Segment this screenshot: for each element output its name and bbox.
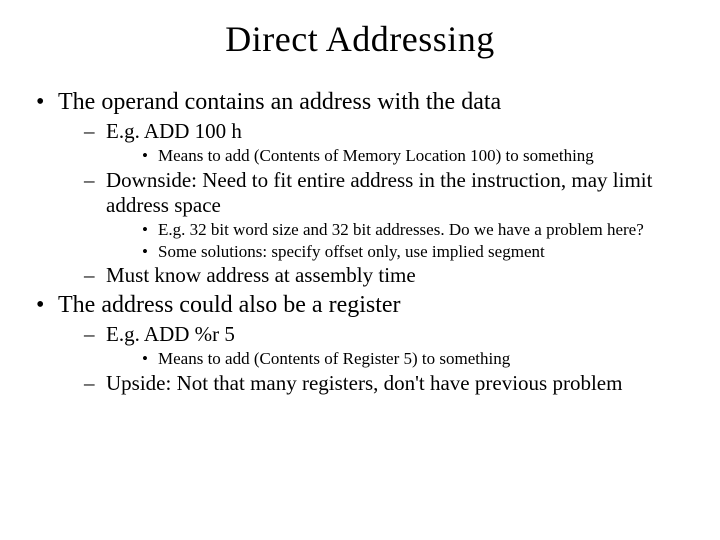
bullet-text: The operand contains an address with the… bbox=[58, 89, 501, 115]
bullet-lvl2: Must know address at assembly time bbox=[84, 263, 684, 289]
bullet-lvl2: Downside: Need to fit entire address in … bbox=[84, 168, 684, 263]
bullet-lvl2: E.g. ADD %r 5 Means to add (Contents of … bbox=[84, 322, 684, 369]
bullet-sublist: Means to add (Contents of Memory Locatio… bbox=[106, 146, 684, 167]
slide-title: Direct Addressing bbox=[36, 18, 684, 60]
bullet-text: E.g. ADD %r 5 bbox=[106, 322, 235, 346]
bullet-text: Some solutions: specify offset only, use… bbox=[158, 242, 545, 261]
bullet-lvl2: Upside: Not that many registers, don't h… bbox=[84, 371, 684, 397]
bullet-list: The operand contains an address with the… bbox=[36, 88, 684, 396]
bullet-lvl3: Some solutions: specify offset only, use… bbox=[142, 242, 684, 263]
bullet-lvl1: The operand contains an address with the… bbox=[36, 88, 684, 289]
bullet-text: Must know address at assembly time bbox=[106, 263, 416, 287]
bullet-text: Means to add (Contents of Memory Locatio… bbox=[158, 146, 594, 165]
bullet-text: Upside: Not that many registers, don't h… bbox=[106, 371, 622, 395]
bullet-text: The address could also be a register bbox=[58, 292, 401, 318]
bullet-text: E.g. ADD 100 h bbox=[106, 119, 242, 143]
slide: Direct Addressing The operand contains a… bbox=[0, 0, 720, 540]
bullet-lvl3: Means to add (Contents of Memory Locatio… bbox=[142, 146, 684, 167]
bullet-text: Downside: Need to fit entire address in … bbox=[106, 168, 652, 218]
bullet-lvl3: E.g. 32 bit word size and 32 bit address… bbox=[142, 220, 684, 241]
bullet-sublist: E.g. ADD 100 h Means to add (Contents of… bbox=[58, 119, 684, 289]
bullet-lvl1: The address could also be a register E.g… bbox=[36, 291, 684, 396]
bullet-sublist: E.g. ADD %r 5 Means to add (Contents of … bbox=[58, 322, 684, 396]
bullet-text: E.g. 32 bit word size and 32 bit address… bbox=[158, 220, 644, 239]
bullet-lvl2: E.g. ADD 100 h Means to add (Contents of… bbox=[84, 119, 684, 166]
bullet-sublist: E.g. 32 bit word size and 32 bit address… bbox=[106, 220, 684, 262]
bullet-lvl3: Means to add (Contents of Register 5) to… bbox=[142, 349, 684, 370]
bullet-text: Means to add (Contents of Register 5) to… bbox=[158, 349, 510, 368]
bullet-sublist: Means to add (Contents of Register 5) to… bbox=[106, 349, 684, 370]
